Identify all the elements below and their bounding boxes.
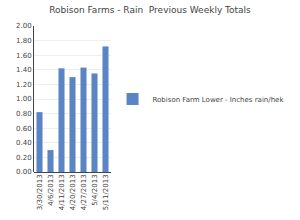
svg-text:Robison Farm Lower - Inches ra: Robison Farm Lower - Inches rain/hek [153, 96, 285, 104]
svg-text:4/20/2013: 4/20/2013 [69, 174, 77, 210]
svg-text:Robison Farms - Rain Previous: Robison Farms - Rain Previous Weekly Tot… [49, 5, 251, 15]
svg-text:0.20: 0.20 [16, 154, 32, 162]
svg-text:1.20: 1.20 [16, 81, 32, 89]
svg-text:1.60: 1.60 [16, 52, 32, 60]
svg-text:0.60: 0.60 [16, 125, 32, 133]
svg-text:4/11/2013: 4/11/2013 [58, 174, 66, 210]
svg-text:5/4/2013: 5/4/2013 [91, 174, 99, 205]
svg-text:4/27/2013: 4/27/2013 [80, 174, 88, 210]
svg-text:4/6/2013: 4/6/2013 [47, 174, 55, 205]
svg-text:1.80: 1.80 [16, 37, 32, 45]
svg-text:0.80: 0.80 [16, 110, 32, 118]
svg-text:5/11/2013: 5/11/2013 [102, 174, 110, 210]
svg-text:3/30/2013: 3/30/2013 [36, 174, 44, 210]
svg-text:2.00: 2.00 [16, 22, 32, 30]
svg-text:1.40: 1.40 [16, 66, 32, 74]
svg-text:1.00: 1.00 [16, 95, 32, 103]
svg-text:0.00: 0.00 [16, 168, 32, 176]
svg-text:0.40: 0.40 [16, 139, 32, 147]
